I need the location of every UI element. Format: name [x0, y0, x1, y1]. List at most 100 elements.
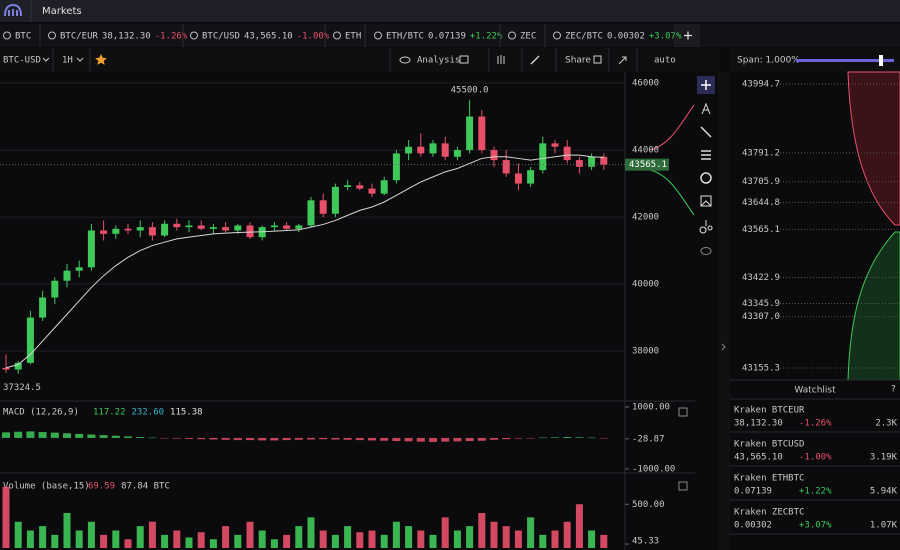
- macd-bar: [185, 437, 193, 439]
- favorite-star[interactable]: [95, 54, 107, 65]
- candle-body: [246, 225, 254, 238]
- tab-symbol[interactable]: BTC/USD: [202, 32, 240, 42]
- fullscreen-icon[interactable]: [618, 56, 627, 65]
- volume-tick-label: 45.33: [632, 537, 659, 547]
- markets-title[interactable]: Markets: [42, 6, 82, 17]
- span-slider[interactable]: [796, 59, 894, 62]
- line-tool[interactable]: [700, 126, 712, 138]
- bid-depth-mini: [649, 169, 695, 216]
- volume-bar: [148, 521, 156, 548]
- tab-symbol[interactable]: ETH/BTC: [386, 32, 424, 42]
- draw-icon[interactable]: [530, 55, 540, 65]
- macd-bar: [246, 437, 254, 441]
- volume-bar: [26, 530, 34, 548]
- candle-body: [539, 143, 547, 171]
- span-handle[interactable]: [879, 55, 883, 66]
- level-label: 43644.8: [742, 198, 780, 208]
- tab-icon: [374, 31, 382, 40]
- watch-name[interactable]: Kraken BTCEUR: [734, 406, 805, 416]
- level-label: 43994.7: [742, 79, 780, 89]
- tab-symbol[interactable]: ZEC/BTC: [565, 32, 603, 42]
- watch-name[interactable]: Kraken ZECBTC: [734, 508, 804, 518]
- level-label: 43565.1: [742, 225, 780, 235]
- macd-bar: [526, 437, 535, 439]
- fib-tool[interactable]: [701, 150, 711, 160]
- close-macd[interactable]: [678, 407, 688, 417]
- macd-bar: [160, 437, 169, 439]
- watchlist: [730, 380, 900, 550]
- candle-body: [368, 188, 376, 194]
- macd-bar: [2, 432, 10, 438]
- image-tool[interactable]: [700, 195, 712, 207]
- volume-bar: [429, 534, 437, 548]
- volume-bar: [417, 530, 425, 548]
- logo: [4, 3, 22, 17]
- candle-body: [600, 156, 608, 165]
- share-icon: [593, 55, 602, 64]
- macd-bar: [331, 437, 340, 440]
- volume-bar: [502, 526, 510, 548]
- watch-name[interactable]: Kraken ETHBTC: [734, 474, 804, 484]
- low-label: 37324.5: [3, 383, 41, 393]
- candle-body: [185, 225, 193, 228]
- volume-bar: [258, 530, 266, 548]
- analysis-button[interactable]: Analysis: [417, 56, 460, 66]
- close-volume[interactable]: [678, 481, 688, 491]
- volume-bar: [124, 539, 132, 548]
- visibility-tool[interactable]: [700, 247, 712, 255]
- tab-symbol[interactable]: ETH: [345, 32, 361, 42]
- text-tool[interactable]: [701, 102, 711, 115]
- candle-body: [112, 228, 120, 234]
- price-tick-label: 42000: [632, 213, 659, 223]
- volume-bar: [2, 486, 10, 548]
- volume-bar: [380, 534, 388, 548]
- share-button[interactable]: Share: [565, 56, 591, 66]
- tab-icon: [508, 31, 516, 40]
- macd-bar: [490, 437, 498, 440]
- collapse-arrow[interactable]: [721, 343, 726, 351]
- level-label: 43345.9: [742, 299, 780, 309]
- volume-bar: [295, 526, 303, 548]
- macd-bar: [538, 437, 547, 439]
- volume-bar: [222, 526, 230, 548]
- volume-title: Volume (base,15): [3, 482, 90, 492]
- watch-name[interactable]: Kraken BTCUSD: [734, 440, 804, 450]
- tab-symbol[interactable]: BTC: [15, 32, 31, 42]
- scale-button[interactable]: auto: [654, 56, 676, 66]
- interval-select[interactable]: 1H: [62, 56, 73, 66]
- tab-change: -1.00%: [297, 32, 330, 42]
- last-price-tag: [625, 158, 669, 171]
- candle-body: [2, 367, 10, 370]
- tab-symbol[interactable]: BTC/EUR: [60, 32, 99, 42]
- watch-price: 0.07139: [734, 487, 772, 497]
- chevron: [42, 57, 50, 62]
- macd-bar: [416, 437, 425, 442]
- tab-price: 0.07139: [428, 32, 466, 42]
- candle-body: [551, 143, 559, 147]
- circle-tool[interactable]: [700, 172, 712, 184]
- volume-bar: [51, 534, 59, 548]
- candle-body: [209, 227, 217, 229]
- watch-change: -1.00%: [799, 453, 832, 463]
- pair-select[interactable]: BTC-USD: [3, 56, 41, 66]
- collapse-strip: [718, 72, 730, 550]
- plus-icon: [701, 80, 711, 90]
- level-label: 43422.9: [742, 273, 780, 283]
- help-button[interactable]: ?: [891, 385, 896, 395]
- pattern-tool[interactable]: [699, 220, 713, 234]
- macd-bar: [38, 432, 47, 438]
- macd-bar: [319, 437, 328, 440]
- candle-type-icon[interactable]: [497, 55, 505, 64]
- volume-bar: [307, 517, 315, 548]
- high-label: 45500.0: [451, 85, 489, 95]
- tab-icon: [190, 31, 198, 40]
- analysis-icon: [459, 55, 469, 64]
- tab-price: 43,565.10: [244, 32, 293, 42]
- macd-bar: [465, 437, 474, 442]
- watch-change: -1.26%: [799, 419, 832, 429]
- volume-bar: [514, 530, 522, 548]
- tab-symbol[interactable]: ZEC: [520, 32, 536, 42]
- macd-bar: [270, 437, 279, 441]
- volume-bar: [331, 534, 339, 548]
- tab-price: 0.00302: [607, 32, 645, 42]
